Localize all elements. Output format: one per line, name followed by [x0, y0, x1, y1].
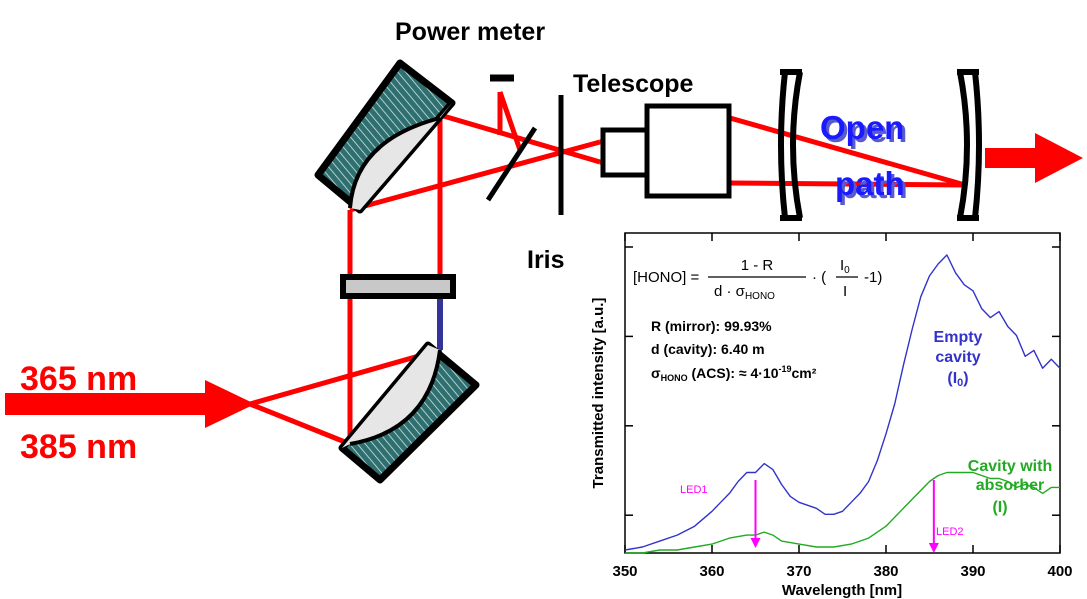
formula-mid: · ( — [812, 269, 826, 286]
formula-tail: -1) — [864, 269, 882, 286]
plot-frame — [624, 232, 1061, 554]
x-tick-label: 350 — [612, 563, 637, 580]
series-empty-cavity — [624, 254, 1061, 551]
svg-text:absorber: absorber — [976, 477, 1044, 494]
filter-plate — [340, 274, 456, 299]
output-arrow — [985, 133, 1083, 183]
led1-label: LED1 — [680, 484, 708, 496]
formula-denominator: d · σHONO — [714, 283, 775, 302]
x-tick-label: 370 — [786, 563, 811, 580]
svg-text:(I): (I) — [992, 499, 1007, 516]
x-tick-label: 380 — [873, 563, 898, 580]
absorber-label: Cavity with absorber (I) — [968, 458, 1052, 516]
led-markers — [750, 480, 939, 553]
formula-lhs: [HONO] = — [633, 269, 700, 286]
x-ticks: 350 360 370 380 390 400 — [612, 233, 1073, 580]
path-label-shadow: path — [838, 168, 908, 205]
x-tick-label: 400 — [1047, 563, 1072, 580]
power-meter-label: Power meter — [395, 18, 545, 46]
iris-label: Iris — [527, 246, 565, 274]
svg-text:cavity: cavity — [935, 349, 980, 366]
led2-marker-head — [928, 543, 939, 553]
x-tick-label: 390 — [960, 563, 985, 580]
series-layer — [624, 254, 1061, 554]
formula-numerator: 1 - R — [741, 257, 774, 274]
svg-text:(I0): (I0) — [947, 370, 968, 389]
param-cavity: d (cavity): 6.40 m — [651, 341, 765, 357]
wavelength-365-label: 365 nm — [20, 360, 137, 398]
formula-i: I — [843, 283, 847, 300]
svg-text:Cavity with: Cavity with — [968, 458, 1052, 475]
telescope — [600, 103, 732, 199]
x-axis-label: Wavelength [nm] — [782, 582, 902, 599]
path-label: path — [835, 165, 905, 202]
cavity-mirror-left — [778, 69, 803, 221]
transmission-spectrum-chart: 350 360 370 380 390 400 Wavelength [nm] Trans… — [590, 232, 1073, 599]
param-cross-section: σHONO (ACS): ≈ 4·10-19cm² — [651, 364, 817, 383]
open-label: Open — [820, 109, 904, 146]
x-tick-label: 360 — [699, 563, 724, 580]
y-axis-label: Transmitted intensity [a.u.] — [590, 298, 607, 489]
hono-formula: [HONO] = 1 - R d · σHONO · ( I0 I -1) — [633, 257, 882, 302]
empty-cavity-label: Empty cavity (I0) — [934, 329, 983, 389]
telescope-label: Telescope — [573, 70, 694, 98]
param-mirror: R (mirror): 99.93% — [651, 318, 772, 334]
series-with-absorber — [625, 471, 1060, 554]
beam-splitter — [485, 126, 538, 202]
led2-label: LED2 — [936, 526, 964, 538]
lower-curved-mirror — [338, 341, 480, 484]
cavity-mirror-right — [957, 69, 982, 221]
open-label-shadow: Open — [823, 112, 907, 149]
wavelength-385-label: 385 nm — [20, 428, 137, 466]
y-ticks — [625, 246, 1060, 516]
upper-curved-mirror — [314, 59, 456, 214]
led1-marker-head — [750, 538, 761, 548]
led-input-arrow — [5, 380, 255, 428]
cavity-parameters: R (mirror): 99.93% d (cavity): 6.40 m σH… — [651, 318, 817, 383]
formula-i0: I0 — [840, 257, 850, 276]
svg-text:Empty: Empty — [934, 329, 983, 346]
